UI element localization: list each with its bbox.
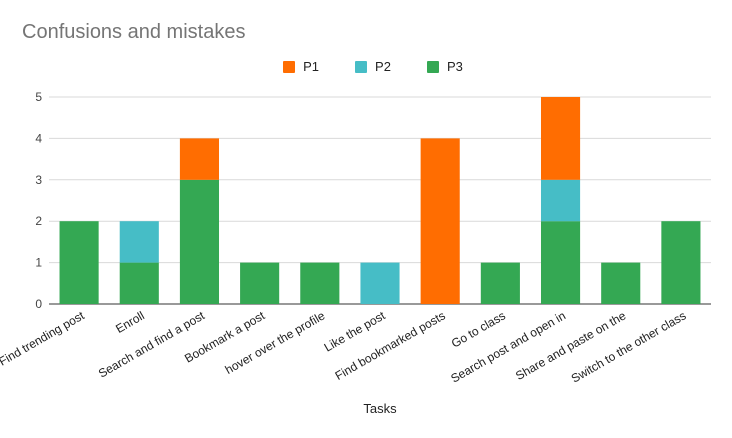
bar-p1 [179,138,220,180]
y-tick-label: 4 [35,131,42,145]
x-tick-label: Search post and open in [448,308,568,385]
legend-swatch-p3 [426,60,439,73]
legend-item-p2: P2 [355,59,391,74]
x-tick-label: Enroll [113,308,147,335]
y-tick-label: 0 [35,297,42,311]
legend-swatch-p1 [283,60,296,73]
legend: P1 P2 P3 [0,59,732,74]
bar-p2 [360,262,400,304]
y-axis-ticks: 0 1 2 3 4 5 [35,90,42,311]
bar-p3 [240,262,280,304]
bar-p3 [119,262,159,304]
legend-label-p1: P1 [303,59,320,74]
bar-p3 [179,179,220,304]
legend-item-p3: P3 [426,59,463,74]
legend-swatch-p2 [355,60,368,73]
bar-p3 [59,221,99,304]
bars [59,97,701,304]
y-tick-label: 3 [35,173,42,187]
bar-p3 [480,262,520,304]
bar-p2 [119,221,159,263]
bar-p2 [540,179,581,222]
legend-label-p3: P3 [446,59,463,74]
bar-p3 [300,262,340,304]
x-axis-label: Tasks [363,401,397,416]
x-tick-label: Find trending post [0,308,87,368]
bar-p3 [661,221,701,304]
x-tick-label: hover over the profile [223,308,328,377]
bar-p3 [601,262,641,304]
y-tick-label: 1 [35,256,42,270]
x-tick-label: Find bookmarked posts [333,308,448,382]
bar-p1 [420,138,460,304]
y-tick-label: 2 [35,214,42,228]
bar-p3 [540,221,581,304]
chart-title: Confusions and mistakes [22,21,246,43]
legend-item-p1: P1 [283,59,319,74]
x-tick-label: Switch to the other class [569,308,689,385]
legend-label-p2: P2 [375,59,391,74]
bar-p1 [540,97,581,180]
y-tick-label: 5 [35,90,42,104]
x-tick-label: Search and find a post [96,308,208,380]
